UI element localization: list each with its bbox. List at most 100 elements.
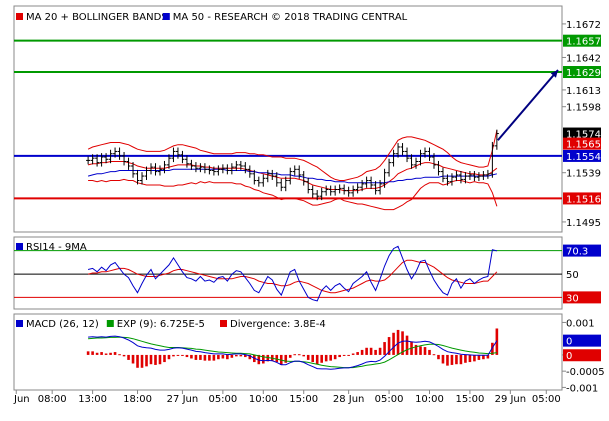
macd-legend-swatch [220,320,227,327]
price-value-tag-bg [563,127,601,140]
x-axis-label: 18:00 [123,394,152,405]
divergence-bar [486,354,490,359]
divergence-bar [118,354,121,356]
price-y-tick-label: 1.1495 [566,218,601,229]
divergence-bar [405,335,409,355]
divergence-bar [136,354,139,368]
divergence-bar [275,354,279,363]
x-axis-label: 08:00 [38,394,67,405]
divergence-bar [149,354,153,365]
macd-panel: MACD (26, 12) EXP (9): 6.725E-5 Divergence… [13,313,605,394]
divergence-bar [203,354,207,361]
divergence-bar [347,354,350,356]
divergence-bar [365,347,368,355]
x-axis-label: 15:00 [289,394,318,405]
x-axis-label: 28 Jun [333,394,365,405]
price-legend-label: MA 50 - RESEARCH © 2018 TRADING CENTRAL [173,12,408,23]
macd-legend-swatch [16,320,23,327]
divergence-bar [176,354,180,356]
price-y-tick-label: 1.1642 [566,53,601,64]
divergence-bar [167,354,171,360]
price-value-tag-label: 1.1574 [566,130,601,141]
forecast-arrow-head [550,70,558,78]
macd-value-tag-label: 0 [566,337,572,348]
divergence-bar [468,354,472,363]
ma50-line [87,168,498,184]
x-axis: Jun 08:00 13:00 18:00 27 Jun 05:00 10:00 15:00 2… [13,390,561,405]
level-tag-bg [563,66,601,79]
price-legend-swatch [162,13,170,20]
divergence-bar [464,354,467,363]
divergence-bar [235,354,238,357]
divergence-bar [482,354,485,360]
ma20-line [87,161,498,192]
rsi-level-label: 50 [566,270,579,281]
divergence-bar [226,354,229,360]
divergence-bar [212,354,216,361]
rsi-level-tag-label: 30 [566,293,579,304]
price-panel: MA 20 + BOLLINGER BANDS MA 50 - RESEARCH … [13,5,601,233]
price-y-tick-label: 1.1539 [566,169,601,180]
divergence-bar [446,354,449,366]
price-y-tick-label: 1.1672 [566,20,601,31]
rsi-line [87,245,498,302]
divergence-bar [356,352,359,355]
level-tag-bg [563,192,601,205]
divergence-bar [185,354,189,358]
divergence-bar [154,354,157,365]
divergence-bar [302,354,306,357]
divergence-bar [477,354,481,360]
rsi-level-tag-bg [563,291,601,304]
divergence-bar [338,354,341,358]
divergence-bar [199,354,202,360]
rsi-level-tag-bg [563,244,601,257]
divergence-bar [374,349,377,355]
divergence-bar [284,354,288,363]
divergence-bar [378,347,382,355]
divergence-bar [455,354,458,365]
divergence-bar [100,352,103,355]
divergence-bar [311,354,315,363]
divergence-bar [396,329,400,355]
macd-legend-label: EXP (9): 6.725E-5 [117,319,205,330]
divergence-bar [194,354,198,360]
divergence-bar [414,344,418,355]
x-axis-label: 29 Jun [495,394,527,405]
x-axis-label: 10:00 [249,394,278,405]
level-tag-label: 1.1657 [566,37,601,48]
divergence-bar [495,328,499,355]
divergence-bar [383,342,386,355]
price-legend-label: MA 20 + BOLLINGER BANDS [26,12,168,23]
divergence-bar [441,354,445,364]
rsi-panel: RSI14 - 9MA 70.3 50 30 [13,236,601,310]
divergence-bar [91,351,94,355]
divergence-bar [320,354,323,363]
divergence-bar [109,352,112,355]
divergence-bar [306,354,310,360]
divergence-bar [491,342,494,355]
divergence-bar [324,354,328,362]
divergence-bar [423,347,427,355]
divergence-bar [432,354,436,356]
x-axis-label: 15:00 [456,394,485,405]
divergence-bar [351,353,355,355]
divergence-bar [221,354,225,359]
rsi-level-tag-label: 70.3 [566,247,588,258]
divergence-bar [329,354,332,361]
rsi-legend-swatch [16,243,23,250]
bollinger-upper-line [87,130,498,181]
price-panel-frame [13,5,563,233]
price-legend-swatch [16,13,23,20]
macd-legend-label: Divergence: 3.8E-4 [230,319,326,330]
divergence-bar [315,354,319,365]
bollinger-lower-line [88,178,498,211]
macd-value-tag-bg [563,334,601,347]
divergence-bar [230,354,234,358]
macd-y-tick-label: -0.0005 [566,367,605,378]
divergence-bar [419,346,422,355]
rsi-ma9-line [87,259,498,294]
price-value-tag-bg [563,137,601,150]
divergence-bar [95,352,99,355]
x-axis-label: 05:00 [375,394,404,405]
macd-y-tick-label: -0.001 [566,383,598,394]
